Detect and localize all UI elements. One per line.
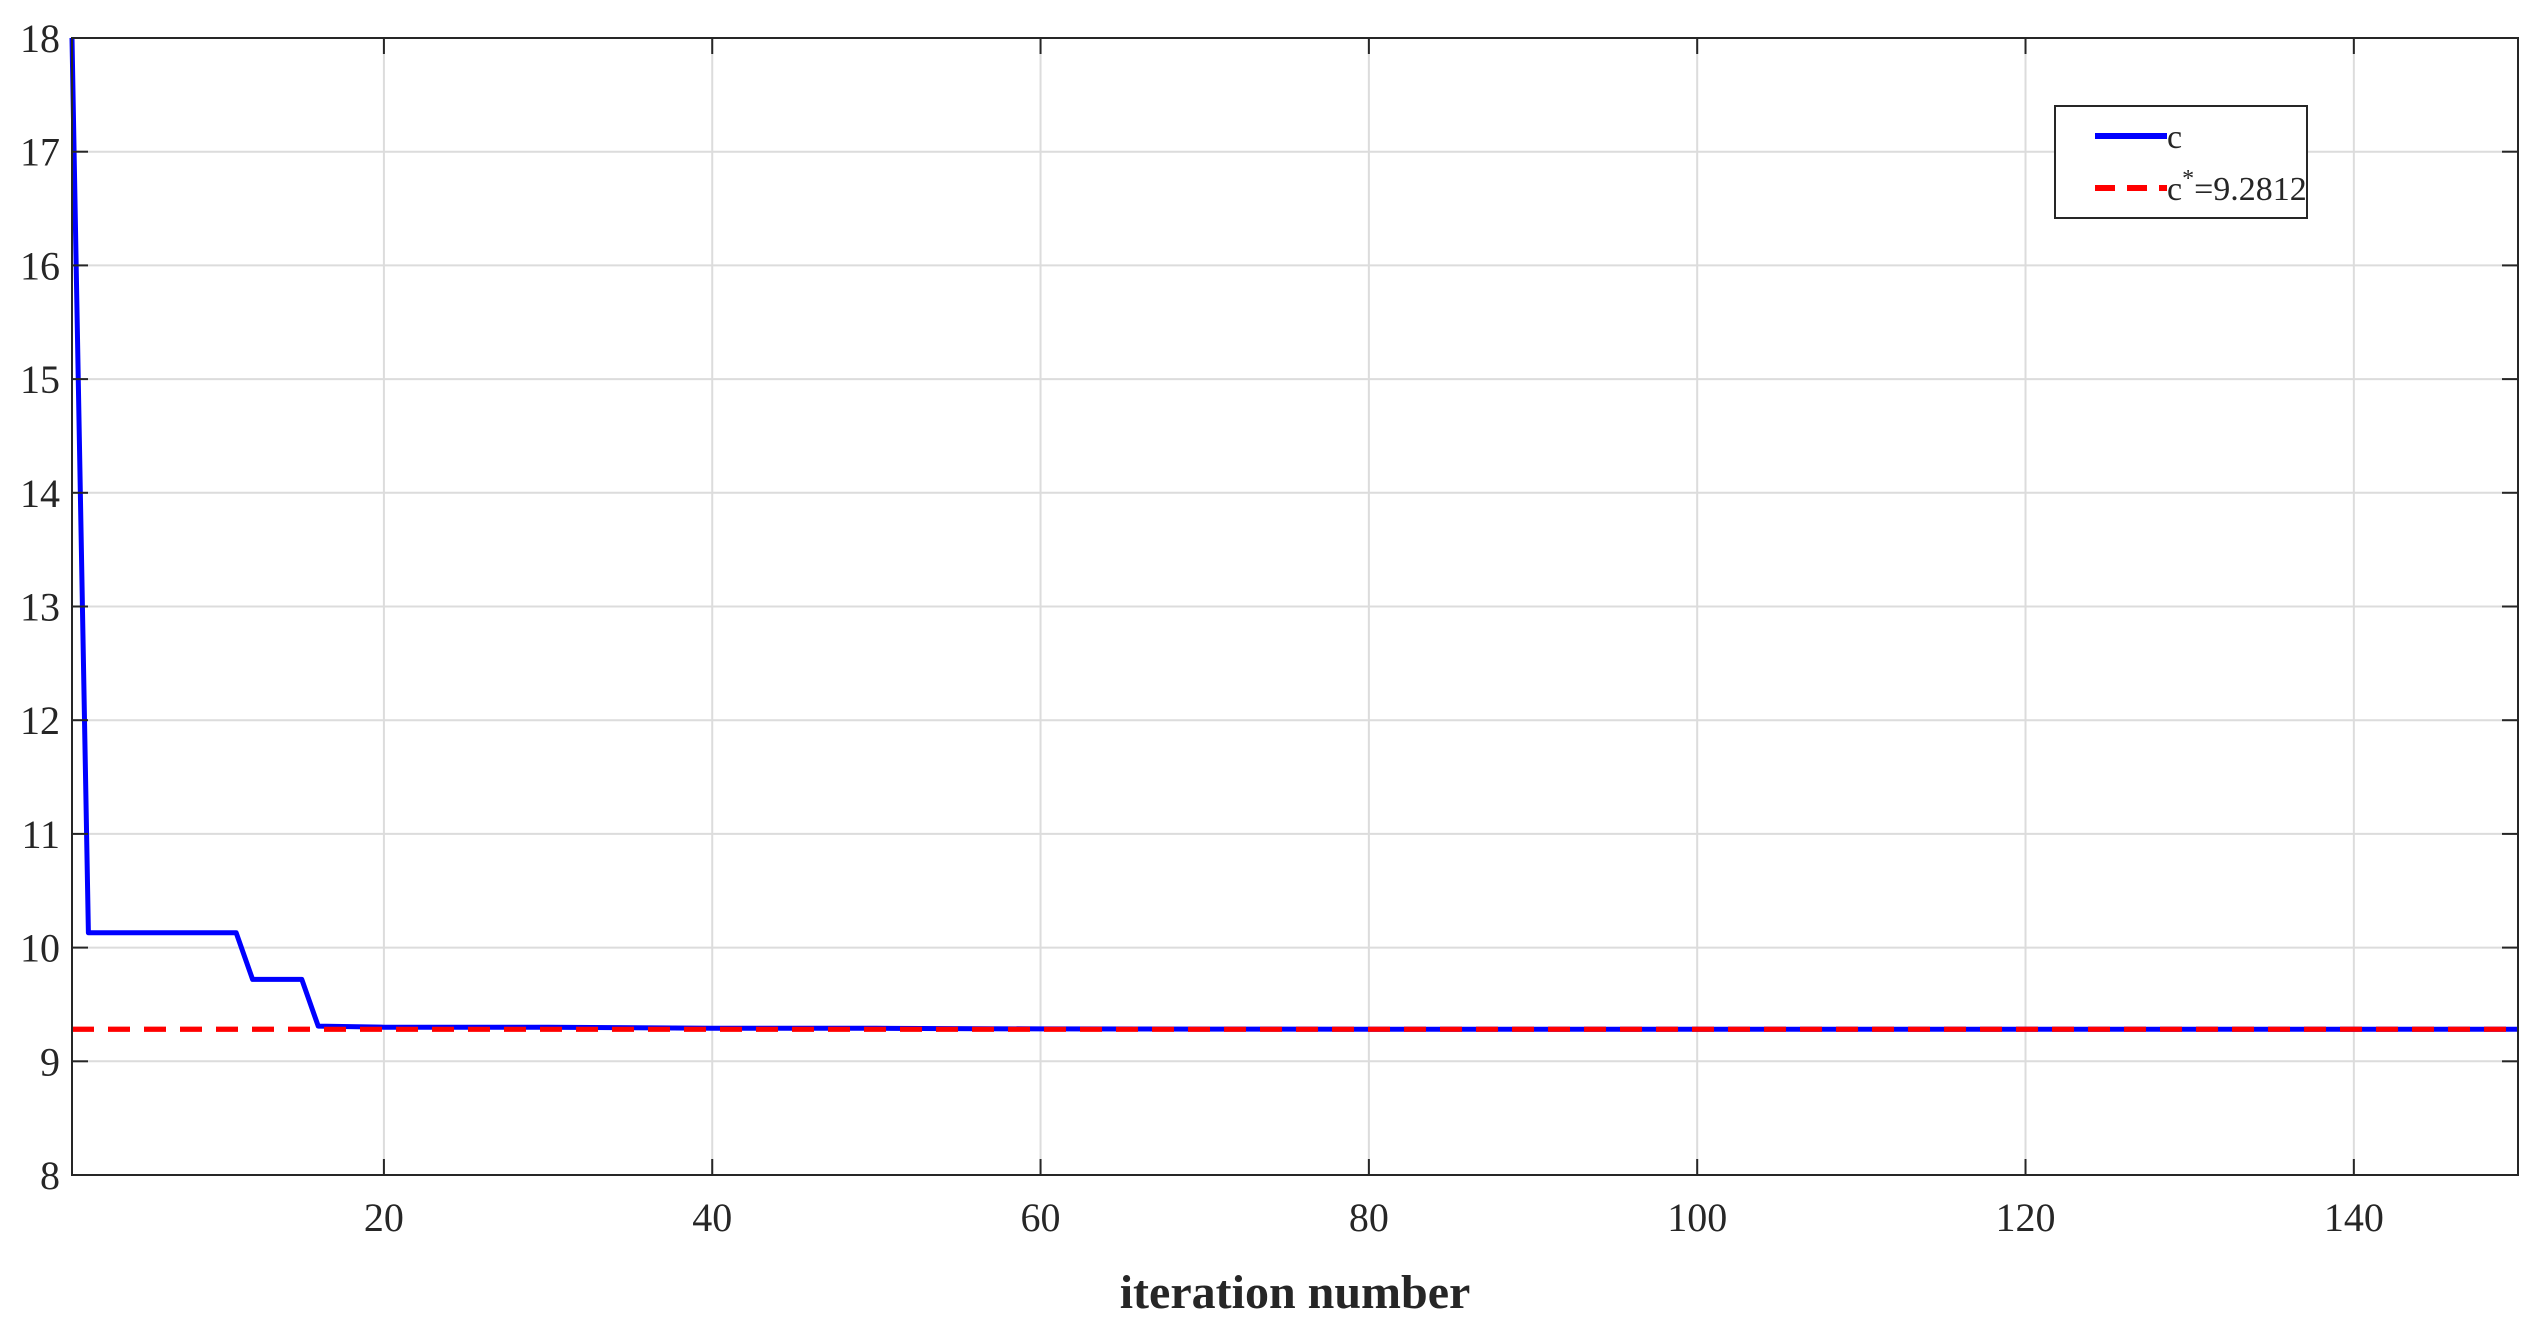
- y-tick-label: 15: [20, 357, 60, 402]
- y-tick-label: 14: [20, 471, 60, 516]
- legend-label-c-star-sup: *: [2182, 166, 2194, 192]
- x-tick-label: 20: [364, 1195, 404, 1240]
- y-tick-label: 8: [40, 1153, 60, 1198]
- legend-label-c-star-rest: =9.2812: [2194, 171, 2307, 208]
- legend-label-c-star: c*=9.2812: [2167, 166, 2307, 208]
- x-tick-label: 140: [2324, 1195, 2384, 1240]
- y-tick-label: 11: [21, 812, 60, 857]
- x-tick-label: 80: [1349, 1195, 1389, 1240]
- legend-label-c: c: [2167, 119, 2182, 156]
- x-tick-label: 40: [692, 1195, 732, 1240]
- y-tick-label: 10: [20, 926, 60, 971]
- x-axis-title: iteration number: [1120, 1266, 1471, 1319]
- series-lines: [69, 37, 2518, 1032]
- legend: c c*=9.2812: [2054, 105, 2308, 219]
- y-tick-label: 13: [20, 585, 60, 630]
- y-tick-label: 16: [20, 243, 60, 288]
- y-tick-label: 18: [20, 16, 60, 61]
- legend-box: [2054, 105, 2308, 219]
- x-tick-label: 100: [1667, 1195, 1727, 1240]
- y-tick-label: 17: [20, 130, 60, 175]
- x-tick-label: 120: [1996, 1195, 2056, 1240]
- y-tick-label: 9: [40, 1039, 60, 1084]
- x-tick-label: 60: [1021, 1195, 1061, 1240]
- grid-lines: [72, 38, 2518, 1175]
- axes: 20 40 60 80 100 120 140 8 9 10 11 12 13 14 15 16 17 18: [20, 16, 2518, 1240]
- legend-label-c-star-base: c: [2167, 171, 2182, 208]
- y-tick-label: 12: [20, 698, 60, 743]
